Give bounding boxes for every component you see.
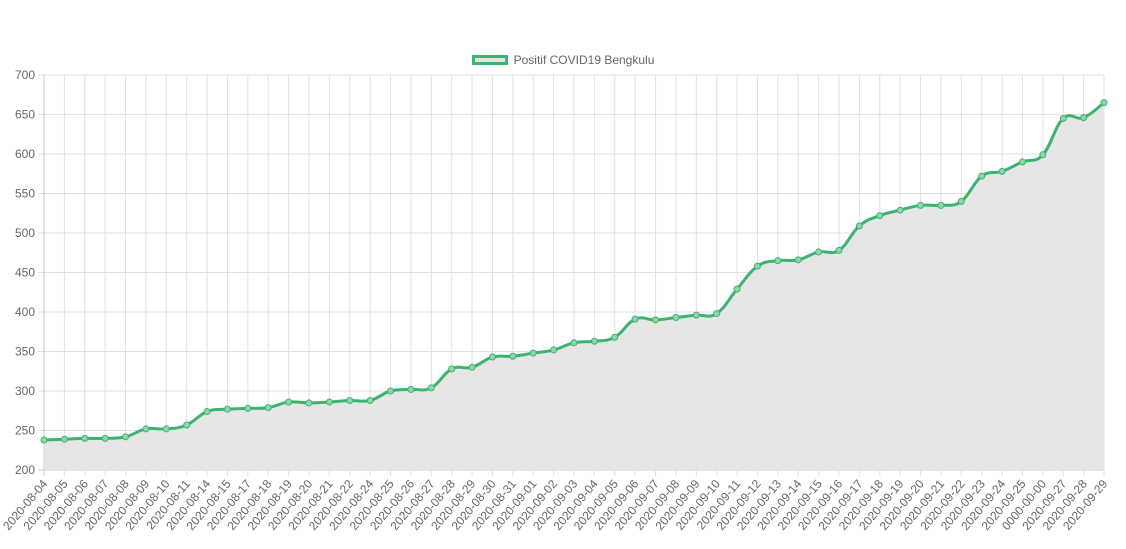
data-point [855, 222, 863, 230]
data-point [713, 310, 721, 318]
data-point [570, 339, 578, 347]
y-tick-label: 550 [15, 187, 35, 201]
data-point [672, 314, 680, 322]
y-tick-label: 200 [15, 463, 35, 477]
legend-label: Positif COVID19 Bengkulu [513, 52, 655, 67]
data-point [1039, 151, 1047, 159]
data-point [183, 421, 191, 429]
data-point [142, 425, 150, 433]
data-point [346, 396, 354, 404]
data-point [325, 398, 333, 406]
data-point [162, 425, 170, 433]
y-tick-label: 400 [15, 305, 35, 319]
data-point [1018, 158, 1026, 166]
data-point [753, 262, 761, 270]
data-point [407, 385, 415, 393]
data-point [652, 316, 660, 324]
legend-swatch [471, 54, 508, 65]
data-point [101, 434, 109, 442]
data-point [40, 436, 48, 444]
data-point [876, 212, 884, 220]
y-tick-label: 250 [15, 424, 35, 438]
data-point [366, 396, 374, 404]
data-point [1080, 114, 1088, 122]
data-point [957, 197, 965, 205]
data-point [917, 201, 925, 209]
legend[interactable]: Positif COVID19 Bengkulu [0, 52, 1126, 67]
data-point [794, 256, 802, 264]
data-point [244, 404, 252, 412]
y-tick-label: 350 [15, 345, 35, 359]
data-point [488, 353, 496, 361]
series-area [44, 102, 1104, 471]
data-point [509, 352, 517, 360]
data-point [81, 434, 89, 442]
data-point [427, 384, 435, 392]
y-tick-label: 500 [15, 226, 35, 240]
data-point [978, 172, 986, 180]
y-tick-label: 300 [15, 384, 35, 398]
data-point [937, 201, 945, 209]
y-tick-label: 650 [15, 108, 35, 122]
data-point [631, 315, 639, 323]
data-point [896, 206, 904, 214]
data-point [733, 285, 741, 293]
data-point [122, 433, 130, 441]
data-point [468, 363, 476, 371]
y-tick-label: 700 [15, 68, 35, 82]
data-point [529, 349, 537, 357]
data-point [998, 167, 1006, 175]
data-point [203, 408, 211, 416]
data-point [550, 346, 558, 354]
data-point [387, 387, 395, 395]
data-point [590, 337, 598, 345]
data-point [692, 311, 700, 319]
data-point [1059, 114, 1067, 122]
data-point [285, 398, 293, 406]
data-point [1100, 99, 1108, 107]
data-point [60, 435, 68, 443]
data-point [305, 399, 313, 407]
data-point [611, 333, 619, 341]
data-point [448, 365, 456, 373]
data-point [835, 246, 843, 254]
data-point [774, 257, 782, 265]
y-tick-label: 450 [15, 266, 35, 280]
data-point [815, 248, 823, 256]
data-point [264, 404, 272, 412]
data-point [223, 405, 231, 413]
y-tick-label: 600 [15, 147, 35, 161]
